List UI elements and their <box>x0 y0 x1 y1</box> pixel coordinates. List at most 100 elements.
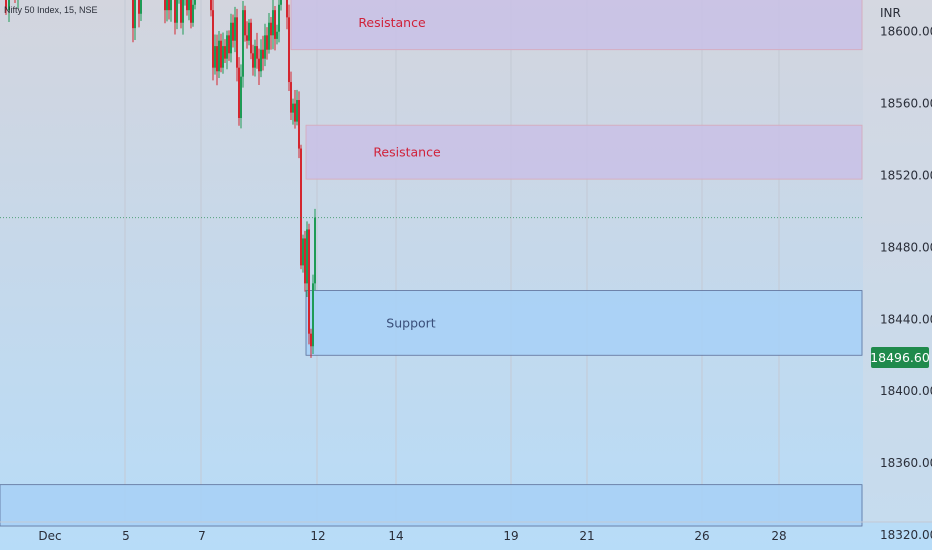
candle <box>186 0 188 16</box>
candle-body <box>280 0 282 5</box>
resistance-zone[interactable] <box>290 0 863 51</box>
candle <box>262 35 264 71</box>
candle-body <box>132 0 134 29</box>
candle-body <box>240 76 242 119</box>
candle <box>226 30 228 70</box>
y-tick-label: 18560.00 <box>880 97 932 111</box>
candle-body <box>210 0 212 11</box>
candle <box>276 24 278 45</box>
candle-body <box>302 238 304 266</box>
candle <box>168 0 170 20</box>
candle-body <box>276 31 278 39</box>
candle-body <box>138 0 140 14</box>
candle-body <box>228 35 230 54</box>
candle-body <box>242 10 244 77</box>
candle-body <box>252 53 254 68</box>
candle <box>188 0 190 21</box>
candle <box>234 6 236 53</box>
resistance-label: Resistance <box>358 15 426 30</box>
candle <box>222 32 224 74</box>
candle <box>304 230 306 292</box>
support-zone[interactable] <box>305 290 863 356</box>
candle <box>296 89 298 126</box>
x-axis[interactable]: Dec 5 7 12 14 19 21 26 28 <box>0 521 932 543</box>
candle-body <box>182 0 184 23</box>
candle <box>244 5 246 42</box>
candles <box>5 0 316 358</box>
x-tick-label: 19 <box>503 529 518 543</box>
y-axis[interactable]: 18840.0018800.0018760.0018720.0018680.00… <box>880 0 932 542</box>
candle <box>214 34 216 75</box>
candle <box>258 48 260 85</box>
candle <box>292 98 294 125</box>
candle-body <box>266 35 268 50</box>
candle <box>248 19 250 46</box>
candle <box>238 57 240 126</box>
candle-body <box>168 0 170 11</box>
candle-body <box>226 35 228 59</box>
candle <box>170 0 172 22</box>
candle-body <box>244 10 246 36</box>
candle <box>252 44 254 76</box>
candle-body <box>312 283 314 347</box>
candle-body <box>180 0 182 23</box>
resistance-zone[interactable] <box>305 124 863 180</box>
candle-body <box>260 49 262 72</box>
candle <box>192 0 194 27</box>
current-price-badge-bg <box>871 347 929 368</box>
candle <box>294 89 296 129</box>
x-tick-label: 5 <box>122 529 130 543</box>
candle-body <box>166 0 168 11</box>
y-tick-label: 18400.00 <box>880 384 932 398</box>
candle-body <box>304 238 306 284</box>
candle-body <box>194 0 196 5</box>
candle <box>246 21 248 49</box>
support-zone[interactable] <box>0 484 863 527</box>
candle-body <box>294 103 296 122</box>
candle <box>260 39 262 78</box>
x-tick-label: 12 <box>310 529 325 543</box>
candle <box>17 0 19 9</box>
candle-body <box>306 229 308 284</box>
candle-body <box>258 58 260 72</box>
candle-body <box>310 333 312 347</box>
candle <box>164 0 166 24</box>
candle-body <box>278 4 280 32</box>
candle <box>210 0 212 17</box>
candle <box>174 0 176 35</box>
candle-body <box>256 46 258 59</box>
candle <box>212 0 214 81</box>
candle-body <box>292 103 294 113</box>
price-axis <box>863 0 932 522</box>
candle <box>236 8 238 82</box>
candle <box>242 1 244 88</box>
y-tick-label: 18600.00 <box>880 25 932 39</box>
candle <box>228 30 230 61</box>
y-tick-label: 18360.00 <box>880 456 932 470</box>
candle-body <box>224 46 226 59</box>
candle-body <box>272 10 274 36</box>
candle <box>240 64 242 129</box>
candle-body <box>5 0 7 11</box>
candle-body <box>230 22 232 54</box>
y-tick-label: 18440.00 <box>880 312 932 326</box>
candle <box>306 221 308 297</box>
x-tick-label: 21 <box>579 529 594 543</box>
y-tick-label: 18320.00 <box>880 528 932 542</box>
candle-body <box>290 82 292 113</box>
candle <box>268 13 270 54</box>
candle <box>182 0 184 35</box>
currency-label: INR <box>880 6 901 20</box>
candle <box>230 13 232 63</box>
candle <box>134 0 136 40</box>
x-tick-label: Dec <box>38 529 61 543</box>
candle <box>290 71 292 120</box>
candle <box>250 18 252 60</box>
candle <box>288 4 290 92</box>
candle <box>272 0 274 50</box>
candle <box>280 0 282 11</box>
candle-body <box>236 17 238 68</box>
